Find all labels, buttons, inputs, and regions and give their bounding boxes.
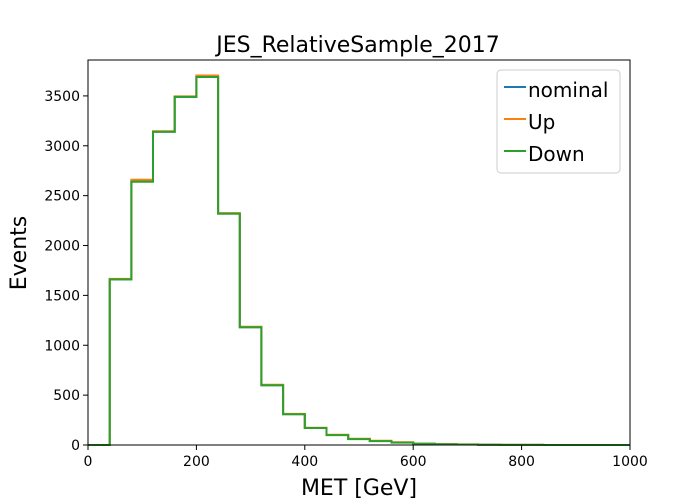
legend-box	[496, 69, 621, 174]
legend-label-up: Up	[528, 110, 555, 134]
y-axis: 0 500 1000 1500 2000 2500 3000 3500	[44, 89, 88, 454]
y-tick-label: 1000	[44, 338, 80, 354]
x-tick-label: 400	[291, 454, 318, 470]
x-axis-label: MET [GeV]	[301, 476, 417, 500]
legend: nominal Up Down	[496, 69, 621, 174]
y-axis-label: Events	[7, 216, 32, 291]
chart-title: JES_RelativeSample_2017	[214, 33, 500, 58]
y-tick-label: 1500	[44, 288, 80, 304]
x-tick-label: 800	[508, 454, 535, 470]
legend-label-down: Down	[528, 142, 585, 166]
y-tick-label: 3000	[44, 139, 80, 155]
y-tick-label: 500	[53, 388, 80, 404]
y-tick-label: 3500	[44, 89, 80, 105]
y-tick-label: 2500	[44, 189, 80, 205]
x-tick-label: 1000	[612, 454, 648, 470]
x-tick-label: 200	[183, 454, 210, 470]
plot-frame	[87, 59, 631, 446]
y-tick-label: 2000	[44, 239, 80, 255]
x-tick-label: 0	[84, 454, 93, 470]
legend-label-nominal: nominal	[528, 78, 608, 102]
y-tick-label: 0	[71, 438, 80, 454]
x-axis: 0 200 400 600 800 1000	[84, 445, 648, 470]
x-tick-label: 600	[400, 454, 427, 470]
